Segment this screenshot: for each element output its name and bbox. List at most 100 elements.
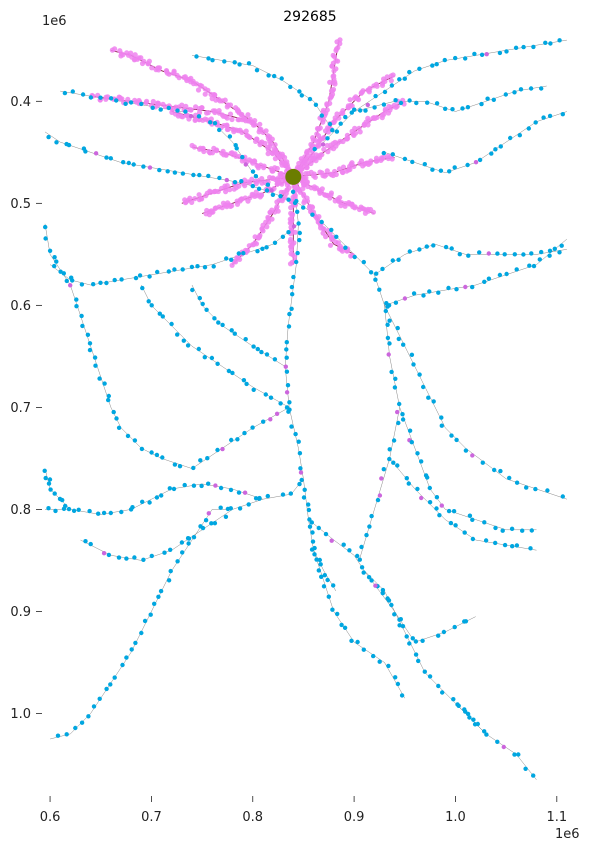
axon-synapse-point xyxy=(250,169,256,174)
axon-synapse-point xyxy=(158,107,163,112)
axon-synapse-point xyxy=(196,114,202,119)
axon-synapse-point xyxy=(114,98,119,103)
axon-synapse-point xyxy=(196,346,201,352)
axon-synapse-point xyxy=(325,136,330,141)
dendrite-synapse-point xyxy=(196,192,202,198)
axon-synapse-point xyxy=(312,552,317,557)
axon-synapse-point xyxy=(454,437,459,443)
axon-synapse-point xyxy=(529,528,534,533)
axon-synapse-point xyxy=(411,362,416,367)
dendrite-synapse-point xyxy=(325,125,331,131)
axon-synapse-point xyxy=(160,314,165,319)
dendrite-synapse-point xyxy=(257,121,263,127)
dendrite-synapse-point xyxy=(255,163,261,169)
axon-synapse-point xyxy=(415,486,420,492)
axon-synapse-point xyxy=(296,221,301,226)
axon-synapse-point xyxy=(389,83,395,88)
x-tick-label: 0.9 xyxy=(344,810,365,825)
axon-synapse-point xyxy=(222,59,227,64)
dendrite-synapse-point xyxy=(267,174,273,181)
axon-synapse-point xyxy=(242,490,248,495)
axon-synapse-point xyxy=(166,269,171,274)
axon-synapse-point xyxy=(125,433,131,439)
axon-synapse-point xyxy=(146,299,151,304)
axon-synapse-point xyxy=(150,105,155,111)
axon-synapse-point xyxy=(264,188,270,193)
axon-synapse-point xyxy=(379,476,384,481)
axon-synapse-point xyxy=(316,525,321,531)
axon-synapse-point xyxy=(272,357,278,362)
axon-synapse-point xyxy=(463,56,468,61)
axon-branch-14 xyxy=(49,223,299,286)
axon-synapse-point xyxy=(434,61,439,67)
axon-synapse-point xyxy=(410,636,415,641)
axon-synapse-point xyxy=(180,550,185,555)
axon-synapse-point xyxy=(197,295,202,301)
axon-synapse-point xyxy=(383,308,388,314)
axon-synapse-point xyxy=(531,44,536,50)
axon-synapse-point xyxy=(128,100,134,105)
axon-synapse-point xyxy=(545,488,550,493)
dendrite-synapse-point xyxy=(154,65,161,71)
dendrite-synapse-point xyxy=(188,107,194,113)
axon-synapse-point xyxy=(206,481,211,486)
axon-synapse-point xyxy=(434,101,440,106)
axon-synapse-point xyxy=(460,106,465,111)
axon-synapse-point xyxy=(132,438,138,443)
axon-synapse-point xyxy=(175,332,180,337)
axon-synapse-point xyxy=(119,509,124,515)
axon-synapse-point xyxy=(486,251,491,256)
axon-synapse-point xyxy=(191,535,197,540)
axon-branch-22 xyxy=(191,284,286,367)
axon-synapse-point xyxy=(527,263,532,268)
dendrite-synapse-point xyxy=(330,86,337,93)
dendrite-synapse-point xyxy=(272,142,278,148)
dendrite-synapse-point xyxy=(304,162,310,168)
axon-synapse-point xyxy=(91,704,97,709)
axon-synapse-point xyxy=(517,133,522,138)
axon-synapse-point xyxy=(133,275,139,281)
axon-synapse-point xyxy=(116,555,122,560)
axon-synapse-point xyxy=(406,481,411,486)
axon-synapse-point xyxy=(54,140,59,145)
dendrite-synapse-point xyxy=(267,209,273,216)
axon-synapse-point xyxy=(434,495,440,500)
axon-synapse-point xyxy=(312,146,317,152)
axon-synapse-point xyxy=(402,296,408,301)
axon-synapse-point xyxy=(139,101,144,107)
axon-synapse-point xyxy=(255,346,260,352)
axon-synapse-point xyxy=(268,417,273,422)
axon-synapse-point xyxy=(216,320,221,325)
axon-synapse-point xyxy=(279,76,284,81)
dendrite-synapse-point xyxy=(236,153,242,160)
axon-synapse-point xyxy=(319,219,324,225)
dendrite-synapse-point xyxy=(214,147,220,153)
dendrite-synapse-point xyxy=(258,192,265,198)
axon-synapse-point xyxy=(313,102,319,108)
axon-synapse-point xyxy=(265,493,270,499)
axon-synapse-point xyxy=(154,452,160,458)
axon-synapse-point xyxy=(359,565,365,570)
dendrite-synapse-point xyxy=(205,110,211,116)
axon-synapse-point xyxy=(503,92,508,97)
axon-synapse-point xyxy=(417,247,422,252)
axon-synapse-point xyxy=(343,245,348,250)
axon-synapse-point xyxy=(80,323,85,329)
axon-synapse-point xyxy=(457,252,462,257)
axon-synapse-point xyxy=(470,453,475,458)
axon-synapse-point xyxy=(330,128,335,133)
axon-synapse-point xyxy=(52,255,57,260)
axon-synapse-point xyxy=(175,108,180,113)
dendrite-synapse-point xyxy=(388,78,394,84)
axon-synapse-point xyxy=(101,551,107,556)
dendrite-synapse-point xyxy=(314,131,320,137)
axon-synapse-point xyxy=(58,269,63,274)
dendrite-synapse-point xyxy=(288,205,294,211)
axon-synapse-point xyxy=(342,625,348,630)
axon-synapse-point xyxy=(512,90,517,95)
axon-synapse-point xyxy=(287,311,292,317)
axon-synapse-point xyxy=(357,557,362,562)
y-tick-label: 0.7 xyxy=(10,401,31,416)
dendrite-synapse-point xyxy=(189,142,195,149)
axon-synapse-point xyxy=(477,157,483,163)
